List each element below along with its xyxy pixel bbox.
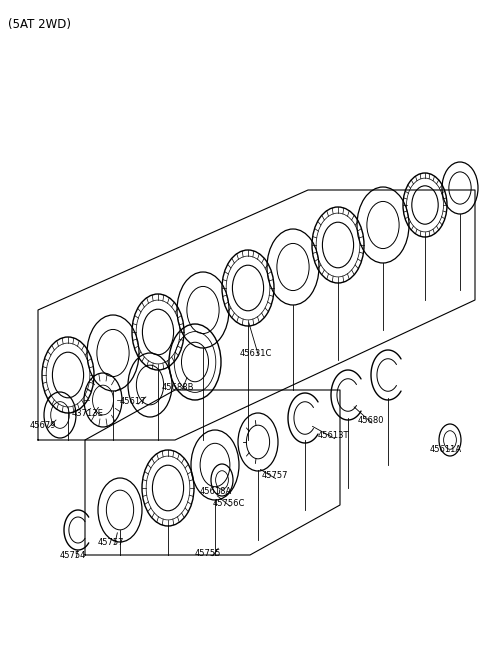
Text: 45757: 45757: [98, 538, 124, 547]
Text: 45680: 45680: [358, 416, 384, 425]
Text: 45688B: 45688B: [162, 383, 194, 392]
Text: (5AT 2WD): (5AT 2WD): [8, 18, 71, 31]
Text: 45754: 45754: [60, 551, 86, 560]
Text: 45755: 45755: [195, 549, 221, 558]
Text: 45631C: 45631C: [240, 349, 272, 358]
Text: 45611A: 45611A: [430, 445, 462, 454]
Text: 45679: 45679: [30, 421, 57, 430]
Text: 45756C: 45756C: [213, 499, 245, 508]
Text: 45757: 45757: [262, 471, 288, 480]
Text: 45617: 45617: [120, 397, 146, 406]
Text: 45613T: 45613T: [318, 431, 349, 440]
Text: 43713E: 43713E: [72, 409, 104, 418]
Text: 45618A: 45618A: [200, 487, 232, 496]
